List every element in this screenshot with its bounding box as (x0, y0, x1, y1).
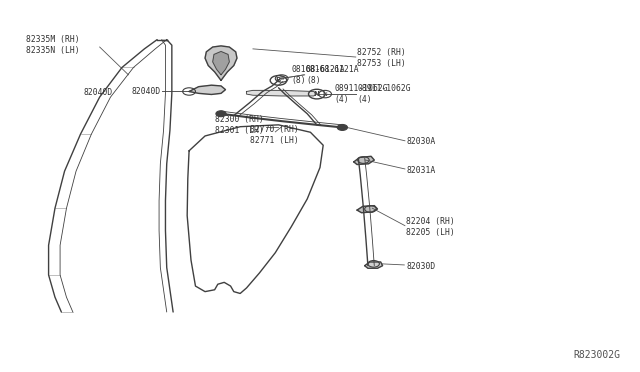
Text: 82335M (RH)
82335N (LH): 82335M (RH) 82335N (LH) (26, 35, 80, 55)
Text: 82752 (RH)
82753 (LH): 82752 (RH) 82753 (LH) (357, 48, 406, 68)
Text: 82040D: 82040D (131, 87, 161, 96)
Text: 82770 (RH)
82771 (LH): 82770 (RH) 82771 (LH) (250, 125, 298, 145)
Polygon shape (246, 90, 317, 96)
Text: N: N (314, 91, 320, 97)
Polygon shape (212, 51, 229, 75)
Text: 08168-6121A
(8): 08168-6121A (8) (291, 65, 345, 85)
Text: 82040D: 82040D (83, 88, 113, 97)
Text: N: N (323, 92, 328, 97)
Text: 82030A: 82030A (406, 137, 435, 146)
Polygon shape (365, 262, 383, 268)
Text: B: B (276, 77, 281, 83)
Polygon shape (189, 85, 225, 94)
Polygon shape (357, 206, 378, 213)
Text: 82031A: 82031A (406, 166, 435, 174)
Text: B: B (280, 76, 284, 81)
Text: 82030D: 82030D (406, 262, 435, 270)
Text: 82204 (RH)
82205 (LH): 82204 (RH) 82205 (LH) (406, 217, 455, 237)
Circle shape (216, 111, 226, 117)
Polygon shape (205, 46, 237, 80)
Text: R823002G: R823002G (573, 350, 620, 360)
Circle shape (337, 125, 348, 131)
Text: 08911-1062G
(4): 08911-1062G (4) (357, 84, 411, 104)
Text: 08911-1062G
(4): 08911-1062G (4) (334, 84, 388, 104)
Text: 08168-6121A
(8): 08168-6121A (8) (306, 65, 360, 85)
Text: 82300 (RH)
82301 (LH): 82300 (RH) 82301 (LH) (214, 115, 264, 135)
Polygon shape (354, 156, 374, 164)
